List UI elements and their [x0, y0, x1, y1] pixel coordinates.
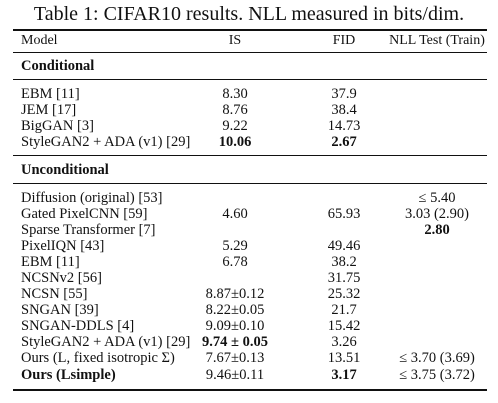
table-row: JEM [17] 8.76 38.4	[0, 101, 498, 119]
table-row: Sparse Transformer [7] 2.80	[0, 221, 498, 239]
is-cell: 8.22±0.05	[205, 302, 265, 318]
table-row: Ours (L, fixed isotropic Σ) 7.67±0.13 13…	[0, 349, 498, 367]
fid-cell: 13.51	[327, 350, 361, 366]
is-cell: 4.60	[222, 206, 248, 222]
table-row: EBM [11] 6.78 38.2	[0, 253, 498, 271]
fid-cell: 65.93	[327, 206, 361, 222]
model-cell: Sparse Transformer [7]	[21, 222, 156, 238]
table-row: BigGAN [3] 9.22 14.73	[0, 117, 498, 135]
table-row: Gated PixelCNN [59] 4.60 65.93 3.03 (2.9…	[0, 205, 498, 223]
model-cell: SNGAN [39]	[21, 302, 99, 318]
is-cell: 6.78	[222, 254, 248, 270]
is-cell: 7.67±0.13	[205, 350, 265, 366]
model-cell: Ours (L, fixed isotropic Σ)	[21, 350, 175, 366]
table-header-row: Model IS FID NLL Test (Train)	[0, 32, 498, 50]
table-row: NCSN [55] 8.87±0.12 25.32	[0, 285, 498, 303]
header-rule	[13, 52, 487, 53]
nll-cell: ≤ 5.40	[418, 190, 456, 206]
fid-cell: 49.46	[327, 238, 361, 254]
top-rule	[13, 29, 487, 31]
is-cell: 9.46±0.11	[205, 367, 265, 383]
column-header-model: Model	[21, 33, 58, 48]
column-header-is: IS	[228, 33, 242, 48]
section-label: Conditional	[21, 58, 95, 74]
table-caption: Table 1: CIFAR10 results. NLL measured i…	[33, 3, 465, 25]
fid-cell: 38.4	[331, 102, 357, 118]
nll-cell: 2.80	[424, 222, 450, 238]
is-cell: 9.74 ± 0.05	[202, 334, 268, 350]
table-row: Diffusion (original) [53] ≤ 5.40	[0, 189, 498, 207]
model-cell: NCSN [55]	[21, 286, 88, 302]
is-cell: 8.76	[222, 102, 248, 118]
is-cell: 8.87±0.12	[205, 286, 265, 302]
is-cell: 8.30	[222, 86, 248, 102]
nll-cell: 3.03 (2.90)	[404, 206, 470, 222]
model-cell: NCSNv2 [56]	[21, 270, 102, 286]
is-cell: 9.09±0.10	[205, 318, 265, 334]
fid-cell: 3.17	[331, 367, 357, 383]
model-cell: EBM [11]	[21, 254, 80, 270]
model-cell: PixelIQN [43]	[21, 238, 105, 254]
table-row: EBM [11] 8.30 37.9	[0, 85, 498, 103]
table-row: SNGAN-DDLS [4] 9.09±0.10 15.42	[0, 317, 498, 335]
table-row: NCSNv2 [56] 31.75	[0, 269, 498, 287]
column-header-nll: NLL Test (Train)	[389, 33, 485, 48]
fid-cell: 31.75	[327, 270, 361, 286]
section-title-unconditional: Unconditional	[0, 161, 498, 179]
bottom-rule	[13, 389, 487, 391]
column-header-fid: FID	[332, 33, 356, 48]
fid-cell: 15.42	[327, 318, 361, 334]
is-cell: 9.22	[222, 118, 248, 134]
model-cell: BigGAN [3]	[21, 118, 94, 134]
fid-cell: 3.26	[331, 334, 357, 350]
is-cell: 10.06	[218, 134, 252, 150]
fid-cell: 2.67	[331, 134, 357, 150]
section-rule	[13, 183, 487, 184]
section-rule	[13, 79, 487, 80]
fid-cell: 25.32	[327, 286, 361, 302]
fid-cell: 14.73	[327, 118, 361, 134]
table-row: Ours (Lsimple) 9.46±0.11 3.17 ≤ 3.75 (3.…	[0, 366, 498, 384]
model-cell: JEM [17]	[21, 102, 77, 118]
table-row: StyleGAN2 + ADA (v1) [29] 10.06 2.67	[0, 133, 498, 151]
model-cell: Ours (Lsimple)	[21, 367, 116, 383]
fid-cell: 37.9	[331, 86, 357, 102]
table-row: StyleGAN2 + ADA (v1) [29] 9.74 ± 0.05 3.…	[0, 333, 498, 351]
model-cell: SNGAN-DDLS [4]	[21, 318, 135, 334]
model-cell: Gated PixelCNN [59]	[21, 206, 148, 222]
model-cell: Diffusion (original) [53]	[21, 190, 163, 206]
nll-cell: ≤ 3.70 (3.69)	[399, 350, 475, 366]
table-row: SNGAN [39] 8.22±0.05 21.7	[0, 301, 498, 319]
section-rule	[13, 155, 487, 156]
is-cell: 5.29	[222, 238, 248, 254]
section-title-conditional: Conditional	[0, 57, 498, 75]
fid-cell: 21.7	[331, 302, 357, 318]
section-label: Unconditional	[21, 162, 109, 178]
model-cell: EBM [11]	[21, 86, 80, 102]
nll-cell: ≤ 3.75 (3.72)	[399, 367, 475, 383]
fid-cell: 38.2	[331, 254, 357, 270]
model-cell: StyleGAN2 + ADA (v1) [29]	[21, 334, 191, 350]
table-row: PixelIQN [43] 5.29 49.46	[0, 237, 498, 255]
model-cell: StyleGAN2 + ADA (v1) [29]	[21, 134, 191, 150]
